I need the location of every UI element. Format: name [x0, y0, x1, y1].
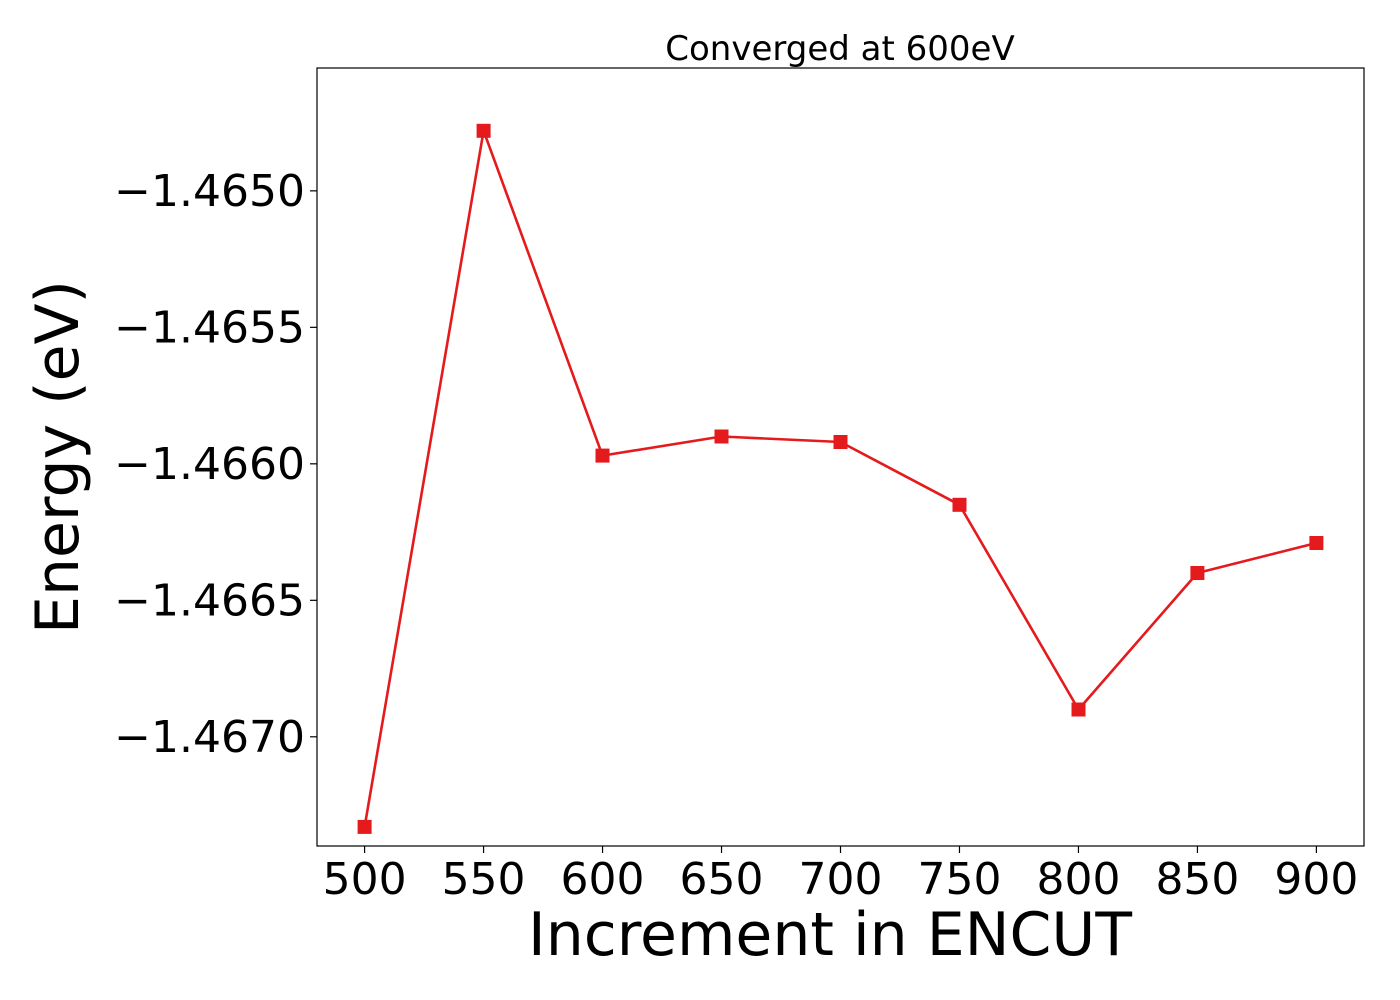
- data-point: [714, 429, 729, 444]
- y-tick-label: −1.4665: [114, 575, 305, 626]
- x-tick-label: 550: [442, 854, 526, 905]
- data-point: [357, 819, 372, 834]
- x-tick-label: 850: [1155, 854, 1239, 905]
- data-point: [833, 435, 848, 449]
- data-point: [1309, 536, 1324, 550]
- x-tick-label: 600: [561, 854, 645, 905]
- y-tick-label: −1.4650: [114, 166, 305, 217]
- data-point: [1071, 702, 1086, 717]
- y-tick-label: −1.4670: [114, 712, 305, 763]
- data-point: [952, 497, 967, 512]
- series-layer: [357, 123, 1324, 834]
- y-tick-label: −1.4655: [114, 302, 305, 353]
- x-tick-label: 500: [323, 854, 407, 905]
- data-point: [476, 123, 491, 138]
- x-tick-label: 650: [680, 854, 764, 905]
- x-axis-label: Increment in ENCUT: [528, 900, 1132, 970]
- x-tick-label: 900: [1274, 854, 1358, 905]
- x-axis: 500 550 600 650 700 750 800 850 900: [323, 846, 1358, 905]
- data-point: [595, 448, 610, 463]
- x-tick-label: 700: [799, 854, 883, 905]
- y-axis: −1.4650 −1.4655 −1.4660 −1.4665 −1.4670: [114, 166, 317, 763]
- x-tick-label: 750: [917, 854, 1001, 905]
- y-tick-label: −1.4660: [114, 439, 305, 490]
- x-tick-label: 800: [1036, 854, 1120, 905]
- series-line: [363, 129, 1317, 828]
- y-axis-label: Energy (eV): [23, 280, 93, 634]
- chart-title: Converged at 600eV: [665, 29, 1014, 69]
- data-point: [1190, 566, 1205, 580]
